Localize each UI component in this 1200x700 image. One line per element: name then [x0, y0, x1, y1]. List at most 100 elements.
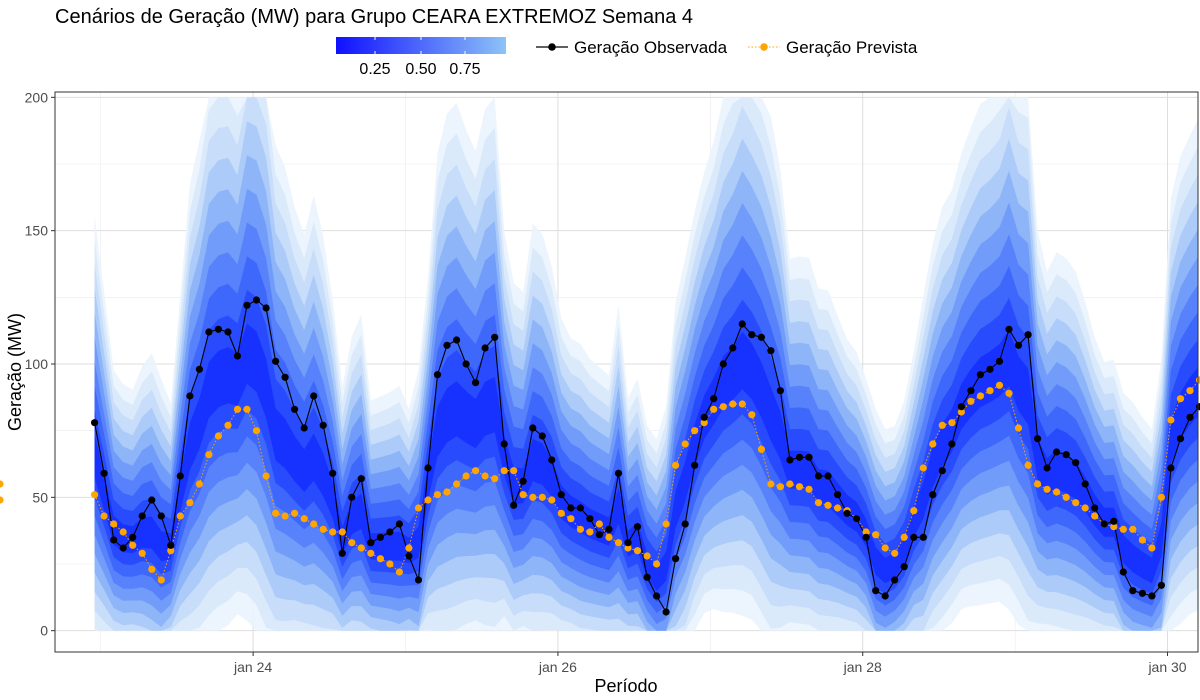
- forecast-point: [757, 445, 766, 453]
- observed-point: [1034, 435, 1042, 443]
- observed-point: [805, 453, 813, 461]
- observed-point: [243, 301, 251, 309]
- observed-point: [881, 592, 889, 600]
- forecast-point: [1119, 525, 1127, 533]
- observed-point: [538, 432, 546, 440]
- forecast-point: [0, 480, 4, 488]
- forecast-point: [500, 467, 508, 475]
- observed-point: [310, 392, 318, 400]
- observed-point: [595, 531, 604, 539]
- forecast-point: [729, 400, 737, 408]
- x-tick-label: jan 24: [233, 659, 272, 675]
- observed-point: [557, 491, 565, 499]
- forecast-point: [176, 512, 184, 520]
- forecast-point: [138, 549, 146, 557]
- observed-point: [662, 608, 670, 616]
- chart-title: Cenários de Geração (MW) para Grupo CEAR…: [55, 6, 693, 28]
- legend-entries: Geração Observada Geração Prevista: [536, 38, 918, 57]
- observed-point: [957, 403, 966, 411]
- observed-point: [1148, 592, 1156, 600]
- forecast-point: [643, 552, 651, 560]
- forecast-point: [1129, 525, 1137, 533]
- observed-point: [738, 320, 746, 328]
- observed-point: [329, 469, 337, 477]
- observed-point: [424, 464, 432, 472]
- forecast-point: [767, 480, 775, 488]
- observed-point: [214, 325, 222, 333]
- forecast-point: [491, 475, 499, 483]
- forecast-point: [967, 397, 975, 405]
- observed-point: [186, 392, 194, 400]
- observed-point: [1167, 464, 1175, 472]
- forecast-point: [576, 525, 585, 533]
- observed-point: [281, 373, 289, 381]
- y-tick-label: 0: [40, 623, 48, 639]
- forecast-point: [1053, 488, 1061, 496]
- observed-point: [862, 533, 870, 541]
- observed-point: [138, 512, 146, 520]
- legend-entry-observed: Geração Observada: [536, 38, 728, 57]
- observed-point: [891, 576, 899, 584]
- forecast-point: [1043, 485, 1051, 493]
- x-tick-label: jan 28: [843, 659, 882, 675]
- forecast-point: [252, 427, 261, 435]
- observed-point: [872, 587, 880, 595]
- forecast-point: [900, 533, 908, 541]
- observed-point: [719, 360, 727, 368]
- forecast-point: [443, 488, 451, 496]
- observed-point: [605, 525, 613, 533]
- forecast-point: [0, 496, 4, 504]
- forecast-point: [414, 504, 423, 512]
- observed-point: [700, 413, 708, 421]
- legend: 0.25 0.50 0.75 Geração Observada Geração Pr…: [336, 37, 918, 78]
- forecast-point: [329, 528, 337, 536]
- observed-point: [843, 509, 851, 517]
- observed-point: [443, 341, 451, 349]
- y-tick-label: 150: [25, 223, 49, 239]
- legend-key-point: [760, 43, 768, 51]
- forecast-point: [986, 387, 994, 395]
- forecast-point: [91, 491, 99, 499]
- forecast-point: [948, 419, 956, 427]
- forecast-point: [119, 528, 127, 536]
- forecast-point: [1005, 389, 1013, 397]
- observed-point: [586, 515, 594, 523]
- forecast-point: [357, 544, 365, 552]
- x-tick-label: jan 30: [1147, 659, 1186, 675]
- observed-point: [157, 512, 165, 520]
- observed-point: [814, 472, 823, 480]
- observed-point: [252, 296, 261, 304]
- forecast-point: [310, 520, 318, 528]
- observed-point: [205, 328, 213, 336]
- observed-point: [291, 405, 299, 413]
- forecast-point: [1176, 395, 1185, 403]
- forecast-point: [1014, 424, 1023, 432]
- observed-point: [986, 365, 994, 373]
- colorbar-tick-label: 0.50: [405, 61, 436, 78]
- observed-point: [929, 491, 937, 499]
- forecast-point: [424, 496, 432, 504]
- forecast-point: [719, 403, 727, 411]
- observed-point: [1186, 413, 1194, 421]
- x-axis: jan 24 jan 26 jan 28 jan 30: [233, 652, 1187, 675]
- forecast-point: [814, 499, 823, 507]
- observed-point: [757, 333, 766, 341]
- colorbar-gradient: [336, 37, 506, 54]
- forecast-point: [595, 520, 604, 528]
- observed-point: [776, 387, 785, 395]
- forecast-point: [976, 392, 985, 400]
- forecast-point: [548, 496, 556, 504]
- observed-point: [338, 549, 346, 557]
- observed-point: [795, 453, 804, 461]
- observed-point: [614, 469, 623, 477]
- forecast-point: [262, 472, 270, 480]
- observed-point: [119, 544, 127, 552]
- observed-point: [1138, 589, 1146, 597]
- y-tick-label: 100: [25, 356, 49, 372]
- forecast-point: [910, 507, 918, 515]
- observed-point: [233, 352, 242, 360]
- forecast-point: [586, 528, 594, 536]
- observed-point: [357, 475, 365, 483]
- forecast-point: [557, 509, 565, 517]
